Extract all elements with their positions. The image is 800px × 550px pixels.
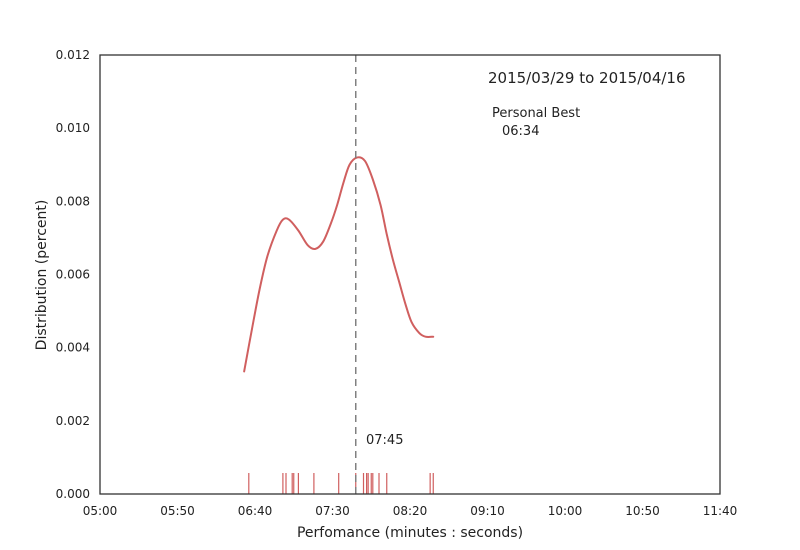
y-tick-label: 0.002 <box>56 414 90 428</box>
x-tick-label: 05:00 <box>83 504 118 518</box>
y-tick-label: 0.008 <box>56 194 90 208</box>
date-range-annotation: 2015/03/29 to 2015/04/16 <box>488 69 686 87</box>
x-tick-label: 09:10 <box>470 504 505 518</box>
y-axis-label: Distribution (percent) <box>34 200 50 351</box>
y-tick-label: 0.006 <box>56 268 90 282</box>
plot-frame <box>99 54 721 495</box>
x-tick-label: 07:30 <box>315 504 350 518</box>
x-tick-label: 05:50 <box>160 504 195 518</box>
y-tick-label: 0.000 <box>56 487 90 501</box>
personal-best-label: Personal Best <box>492 106 580 121</box>
y-tick-label: 0.004 <box>56 341 90 355</box>
personal-best-value: 06:34 <box>502 124 539 139</box>
x-tick-label: 11:40 <box>703 504 738 518</box>
x-axis-label: Perfomance (minutes : seconds) <box>297 525 523 541</box>
vline-value-label: 07:45 <box>366 433 403 448</box>
rug-layer <box>248 473 434 494</box>
y-tick-label: 0.010 <box>56 121 90 135</box>
x-tick-label: 06:40 <box>238 504 273 518</box>
density-curve <box>243 156 435 373</box>
x-tick-label: 08:20 <box>393 504 428 518</box>
y-tick-label: 0.012 <box>56 48 90 62</box>
ticks-layer: 05:00 05:50 06:40 07:30 08:20 09:10 10:00 10:50… <box>56 48 738 518</box>
x-tick-label: 10:00 <box>548 504 583 518</box>
x-tick-label: 10:50 <box>625 504 660 518</box>
